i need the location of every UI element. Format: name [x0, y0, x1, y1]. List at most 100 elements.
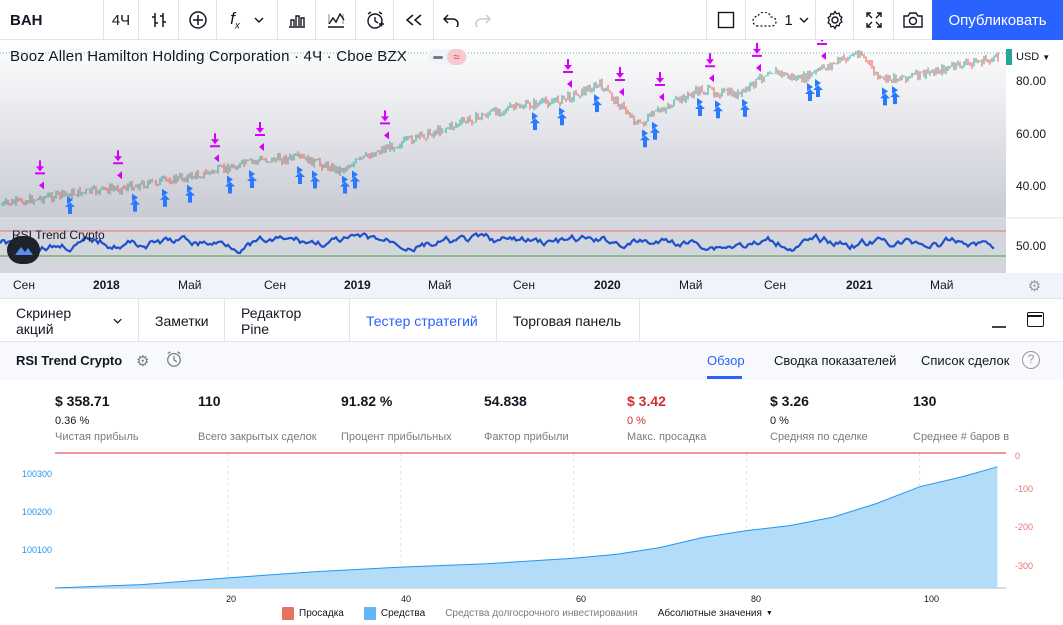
- publish-button[interactable]: Опубликовать: [932, 0, 1063, 40]
- compare-add-icon[interactable]: [179, 0, 217, 40]
- stat-value: $ 3.42: [627, 393, 666, 409]
- currency-selector[interactable]: USD ▼: [1006, 49, 1056, 65]
- absolute-values-dropdown[interactable]: Абсолютные значения ▼: [658, 608, 773, 619]
- symbol-search[interactable]: BAH: [0, 0, 104, 40]
- tab-notes[interactable]: Заметки: [139, 299, 225, 342]
- time-label: Май: [428, 278, 452, 292]
- sell-signal-arrow: [817, 40, 827, 45]
- layout-icon[interactable]: [706, 0, 746, 40]
- stat-sub: [484, 415, 569, 428]
- redo-icon[interactable]: [468, 0, 498, 40]
- chart-pane[interactable]: Booz Allen Hamilton Holding Corporation …: [0, 40, 1063, 298]
- bar-style-icon[interactable]: [139, 0, 179, 40]
- sell-signal-arrow: [255, 122, 265, 136]
- stat-value: 91.82 %: [341, 393, 393, 409]
- minus-icon: [433, 56, 443, 59]
- entry-marker: [697, 98, 703, 106]
- legend-buy-hold[interactable]: Средства долгосрочного инвестирования: [445, 608, 638, 619]
- entry-marker: [815, 79, 821, 87]
- alarm-clock-icon[interactable]: [356, 0, 394, 40]
- time-label: Сен: [513, 278, 535, 292]
- equity-y-label: 100300: [22, 469, 53, 479]
- stat-label: Средняя по сделке: [770, 431, 868, 443]
- strategy-name[interactable]: RSI Trend Crypto: [16, 353, 123, 368]
- entry-marker: [352, 170, 358, 179]
- indicators-button[interactable]: fx: [217, 0, 278, 40]
- cloud-icon: [752, 12, 777, 27]
- candlestick-series: [1, 50, 999, 207]
- templates-icon[interactable]: [278, 0, 316, 40]
- exit-marker: [619, 88, 624, 96]
- stat-net-profit: $ 358.71 0.36 % Чистая прибыль: [55, 393, 139, 443]
- tab-overview[interactable]: Обзор: [707, 353, 745, 368]
- tradingview-logo-icon[interactable]: [7, 236, 40, 264]
- entry-marker: [187, 184, 193, 193]
- settings-gear-icon[interactable]: [816, 0, 854, 40]
- entry-marker: [559, 107, 565, 116]
- buy-signal-arrow: [880, 93, 890, 106]
- buy-signal-arrow: [640, 135, 650, 148]
- entry-marker: [67, 196, 73, 204]
- stat-sub: [341, 415, 452, 428]
- cloud-layout-selector[interactable]: 1: [746, 0, 816, 40]
- rsi-line: [0, 232, 995, 255]
- entry-marker: [297, 166, 303, 174]
- buy-signal-arrow: [350, 176, 360, 189]
- time-label: Сен: [13, 278, 35, 292]
- exit-marker: [659, 93, 664, 101]
- exit-marker: [821, 52, 826, 60]
- minimize-icon[interactable]: [992, 313, 1006, 329]
- stat-sub: 0.36 %: [55, 415, 90, 427]
- tab-trading-panel[interactable]: Торговая панель: [497, 299, 640, 342]
- sell-signal-arrow: [380, 110, 390, 125]
- tab-list-of-trades[interactable]: Список сделок: [921, 353, 1010, 368]
- sell-signal-arrow: [655, 72, 665, 86]
- stat-max-drawdown: $ 3.42 0 % Макс. просадка: [627, 393, 706, 443]
- exit-marker: [567, 80, 572, 88]
- tab-strategy-tester[interactable]: Тестер стратегий: [350, 299, 497, 342]
- tab-label: Скринер акций: [16, 304, 72, 337]
- stat-sub: [913, 415, 1009, 428]
- help-icon[interactable]: ?: [1022, 351, 1040, 369]
- buy-signal-arrow: [310, 176, 320, 189]
- tab-pine-editor[interactable]: Редактор Pine: [225, 299, 350, 342]
- price-chart-canvas[interactable]: [0, 40, 1063, 273]
- sell-signal-arrow: [210, 133, 220, 148]
- tab-performance-summary[interactable]: Сводка показателей: [774, 353, 897, 368]
- replay-icon[interactable]: [394, 0, 434, 40]
- chart-settings-gear-icon[interactable]: ⚙: [1006, 273, 1063, 298]
- exit-marker: [39, 181, 44, 190]
- fullscreen-icon[interactable]: [854, 0, 894, 40]
- chevron-down-icon: [113, 318, 122, 324]
- legend-equity[interactable]: Средства: [363, 606, 425, 620]
- entry-marker: [342, 175, 348, 184]
- buy-signal-arrow: [65, 202, 75, 214]
- chevron-down-icon: [799, 17, 809, 23]
- entry-marker: [807, 83, 813, 91]
- drawdown-y-label: -200: [1015, 522, 1034, 532]
- alert-chart-icon[interactable]: [316, 0, 356, 40]
- camera-icon[interactable]: [894, 0, 932, 40]
- buy-signal-arrow: [530, 118, 540, 131]
- sell-signal-arrow: [705, 53, 715, 68]
- equity-x-label: 100: [924, 594, 940, 604]
- legend-drawdown[interactable]: Просадка: [282, 606, 344, 620]
- entry-marker: [882, 87, 888, 96]
- rsi-value-label: 50.00: [1016, 239, 1047, 253]
- legend-label: Средства долгосрочного инвестирования: [445, 607, 638, 619]
- undo-icon[interactable]: [434, 0, 468, 40]
- stat-avg-bars-in-trade: 130 Среднее # баров в: [913, 393, 1009, 443]
- active-tab-indicator: [707, 376, 742, 379]
- strategy-alert-icon[interactable]: [165, 350, 183, 372]
- caret-down-icon: ▼: [765, 609, 773, 617]
- time-axis[interactable]: Сен 2018 Май Сен 2019 Май Сен 2020 Май С…: [0, 273, 1006, 298]
- maximize-icon[interactable]: [1027, 312, 1044, 327]
- buy-signal-arrow: [557, 113, 567, 126]
- strategy-settings-icon[interactable]: ⚙: [136, 353, 150, 370]
- stat-label: Фактор прибыли: [484, 431, 569, 443]
- entry-marker: [227, 175, 233, 184]
- stat-label: Среднее # баров в: [913, 431, 1010, 443]
- interval-selector[interactable]: 4Ч: [104, 0, 139, 40]
- legend-status-pill[interactable]: ≈: [428, 49, 468, 65]
- tab-stock-screener[interactable]: Скринер акций: [0, 299, 139, 342]
